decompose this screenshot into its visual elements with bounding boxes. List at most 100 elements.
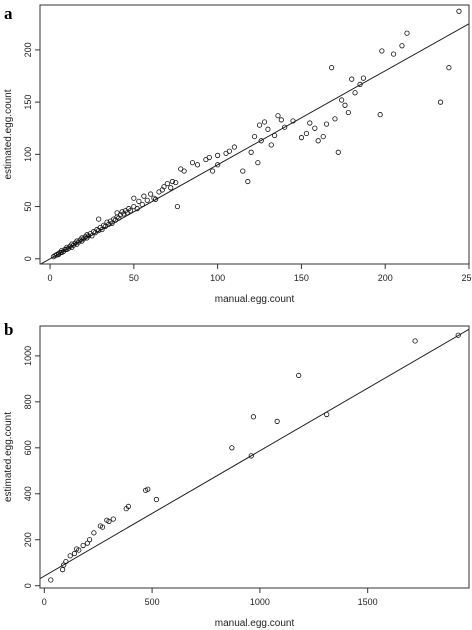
y-tick-label: 0 (23, 583, 33, 588)
data-point (339, 97, 345, 103)
data-point (215, 162, 221, 168)
data-point (282, 124, 288, 130)
data-point (169, 178, 175, 185)
y-tick-label: 100 (23, 147, 33, 162)
data-point (455, 332, 461, 338)
data-point (189, 160, 196, 166)
data-point (320, 133, 326, 140)
y-axis-label: estimated.egg.count (3, 89, 14, 179)
y-tick-label: 400 (23, 486, 33, 501)
data-point (307, 120, 313, 126)
y-tick-label: 150 (23, 95, 33, 110)
data-point (131, 195, 137, 201)
data-point (298, 135, 305, 141)
x-axis-label: manual.egg.count (215, 618, 295, 629)
data-point (379, 48, 385, 54)
data-point (437, 99, 444, 105)
data-point (342, 102, 348, 108)
data-point (48, 577, 54, 583)
data-point (139, 201, 145, 208)
data-point (332, 116, 338, 122)
data-point (399, 43, 405, 49)
data-point (377, 112, 383, 118)
data-point (240, 168, 246, 174)
chart-panel-b: b 0 500 1000 1500 0 200 400 600 800 1000 manual.eg… (0, 318, 472, 630)
data-point (67, 553, 73, 559)
x-tick-label: 500 (145, 597, 160, 607)
plot-frame (39, 325, 470, 589)
data-point (153, 196, 159, 202)
y-tick-label: 200 (23, 532, 33, 547)
data-point (164, 180, 170, 187)
data-point (312, 125, 318, 131)
data-point (412, 338, 418, 344)
data-point (86, 537, 93, 543)
data-point (76, 547, 82, 553)
data-point (278, 117, 284, 123)
data-point (63, 558, 69, 565)
data-point (161, 184, 167, 190)
x-tick-label: 250 (461, 273, 472, 283)
y-tick-label: 600 (23, 440, 33, 455)
data-point (141, 193, 147, 199)
data-point (60, 567, 66, 573)
y-tick-label: 50 (23, 202, 33, 212)
data-point (245, 178, 251, 185)
data-point (251, 133, 258, 140)
data-point (127, 208, 134, 214)
data-point (290, 118, 296, 124)
x-tick-label: 200 (378, 273, 393, 283)
data-point (268, 142, 274, 148)
panel-label-a: a (4, 4, 13, 23)
data-point (345, 109, 351, 116)
data-point (272, 132, 278, 139)
data-point (125, 503, 131, 510)
data-point (96, 216, 102, 222)
data-point (328, 65, 335, 71)
data-point (110, 516, 116, 522)
x-tick-label: 50 (129, 273, 139, 283)
panel-label-b: b (4, 320, 14, 339)
data-point (145, 486, 151, 492)
data-point (80, 542, 86, 549)
data-point (99, 524, 106, 530)
data-point (168, 185, 174, 191)
data-point (210, 168, 216, 174)
data-point (248, 149, 254, 155)
x-tick-label: 150 (294, 273, 309, 283)
data-point (390, 51, 397, 57)
data-point (226, 148, 232, 154)
data-point (296, 372, 302, 379)
y-tick-label: 200 (23, 42, 33, 57)
data-point (153, 496, 160, 503)
data-point (194, 162, 201, 168)
data-point (258, 138, 264, 144)
data-point (349, 76, 355, 82)
scatter-plot-b: 0 500 1000 1500 0 200 400 600 800 1000 manual.egg.… (3, 325, 470, 629)
y-tick-label: 1000 (23, 346, 33, 366)
data-point (255, 160, 261, 166)
data-point (360, 75, 367, 81)
x-tick-label: 100 (210, 273, 225, 283)
data-point (265, 126, 271, 132)
data-point (250, 414, 257, 420)
data-point (136, 198, 142, 204)
data-point (315, 138, 321, 144)
y-tick-label: 0 (23, 256, 33, 261)
x-tick-label: 0 (42, 597, 47, 607)
data-point (91, 530, 97, 536)
regression-line (40, 23, 469, 264)
data-point (456, 8, 462, 14)
data-point (324, 411, 330, 418)
chart-panel-a: a 0 50 100 150 200 250 0 50 100 150 200 manual.egg.… (3, 4, 472, 305)
data-point (71, 550, 78, 557)
data-point (352, 90, 358, 96)
data-point (404, 30, 410, 36)
data-point (173, 179, 179, 186)
x-tick-label: 0 (48, 273, 53, 283)
x-axis-label: manual.egg.count (215, 294, 295, 305)
data-point (181, 168, 187, 174)
regression-line (40, 328, 469, 579)
data-point (229, 445, 235, 451)
data-point (446, 65, 452, 71)
